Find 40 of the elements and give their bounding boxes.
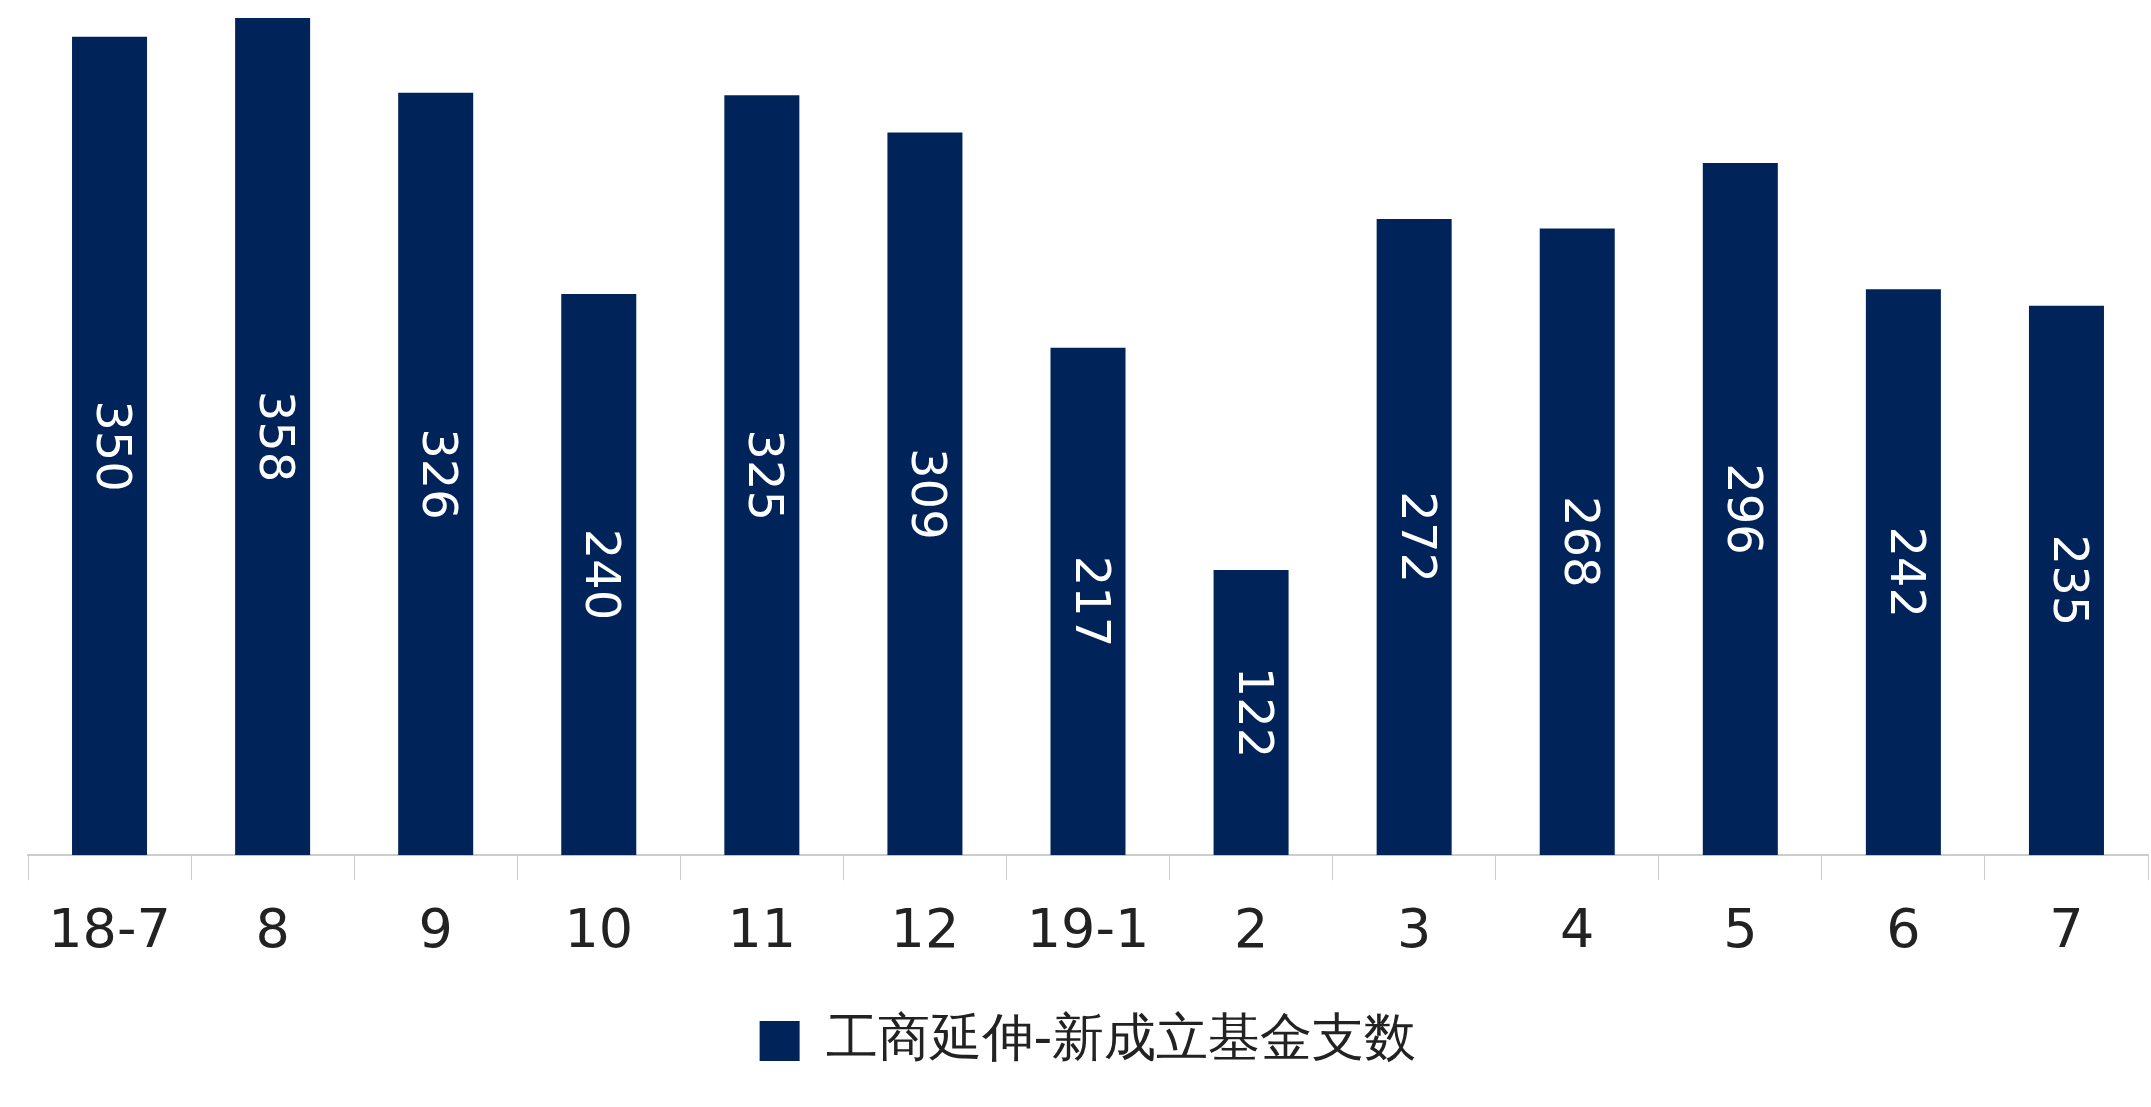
bar	[398, 92, 474, 856]
data-label: 325	[738, 429, 795, 521]
bar	[1376, 219, 1452, 856]
bar	[887, 132, 963, 856]
x-tick-label: 9	[418, 896, 453, 960]
x-tick-label: 11	[727, 896, 797, 960]
x-tick-label: 7	[2049, 896, 2084, 960]
bar	[1865, 289, 1941, 856]
x-tick-label: 4	[1560, 896, 1595, 960]
data-label: 217	[1064, 555, 1121, 648]
x-tick-label: 12	[890, 896, 960, 960]
data-label: 309	[901, 448, 958, 540]
bar	[561, 293, 637, 856]
data-label: 326	[412, 428, 469, 520]
data-label: 242	[1879, 526, 1936, 619]
bar	[2028, 305, 2104, 856]
data-label: 296	[1716, 463, 1773, 555]
bar	[1050, 347, 1126, 856]
x-tick-label: 6	[1886, 896, 1921, 960]
x-tick-label: 2	[1233, 896, 1269, 960]
data-label: 272	[1390, 491, 1447, 583]
bar	[1539, 228, 1615, 856]
x-tick-label: 18-7	[48, 896, 171, 960]
data-label: 350	[86, 400, 143, 492]
x-tick-label: 5	[1723, 896, 1758, 960]
data-label: 240	[575, 528, 632, 621]
bar	[1213, 569, 1289, 856]
data-label: 235	[2042, 534, 2099, 627]
bar	[235, 18, 311, 856]
x-tick-label: 3	[1396, 896, 1432, 960]
data-label: 358	[249, 390, 306, 483]
x-tick-label: 8	[255, 896, 290, 960]
bar	[72, 36, 148, 856]
x-tick-label: 10	[564, 896, 634, 960]
x-tick-label: 19-1	[1026, 896, 1150, 960]
bar	[1702, 162, 1778, 856]
data-label: 122	[1227, 666, 1284, 759]
legend-label: 工商延伸-新成立基金支数	[825, 1006, 1417, 1067]
bar	[724, 95, 800, 856]
data-label: 268	[1553, 496, 1610, 588]
